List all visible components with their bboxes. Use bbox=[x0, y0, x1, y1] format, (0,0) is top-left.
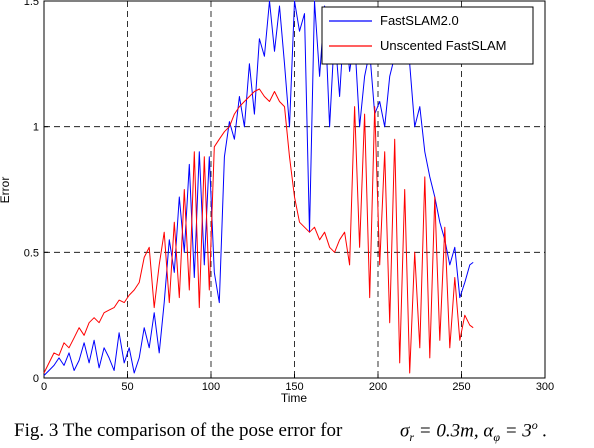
x-axis-label: Time bbox=[281, 391, 308, 405]
x-axis-ticks: 0 50 100 150 200 250 300 bbox=[41, 374, 554, 393]
sigma-symbol: σ bbox=[400, 420, 410, 442]
x-tick-label: 300 bbox=[536, 381, 554, 393]
caption-text: Fig. 3 The comparison of the pose error … bbox=[14, 420, 343, 441]
legend-box bbox=[321, 6, 534, 65]
alpha-subscript: φ bbox=[493, 430, 500, 445]
chart-svg: 0 50 100 150 200 250 300 0 0.5 1 1.5 Time Error F… bbox=[0, 0, 554, 405]
alpha-superscript: o bbox=[531, 418, 538, 432]
y-tick-label: 1 bbox=[33, 122, 39, 134]
sigma-subscript: r bbox=[409, 430, 415, 445]
figure-caption: Fig. 3 The comparison of the pose error … bbox=[0, 408, 594, 448]
legend: FastSLAM2.0 Unscented FastSLAM bbox=[321, 6, 534, 65]
caption-separator: , bbox=[473, 420, 479, 442]
y-tick-label: 0 bbox=[33, 373, 39, 385]
sigma-value: = 0.3m bbox=[418, 420, 474, 442]
x-tick-label: 100 bbox=[202, 381, 220, 393]
x-tick-label: 250 bbox=[452, 381, 470, 393]
x-tick-label: 50 bbox=[121, 381, 133, 393]
caption-formula: σr = 0.3m, αφ = 3o . bbox=[400, 418, 547, 445]
x-tick-label: 200 bbox=[369, 381, 387, 393]
y-tick-label: 1.5 bbox=[24, 0, 39, 8]
x-tick-label: 0 bbox=[41, 381, 47, 393]
alpha-value: = 3 bbox=[504, 420, 532, 442]
y-tick-label: 0.5 bbox=[24, 247, 39, 259]
y-axis-ticks: 0 0.5 1 1.5 bbox=[24, 0, 48, 385]
alpha-symbol: α bbox=[483, 420, 494, 442]
y-axis-label: Error bbox=[0, 177, 12, 204]
caption-end: . bbox=[542, 420, 548, 442]
legend-label-unscented: Unscented FastSLAM bbox=[380, 38, 506, 53]
x-tick-label: 150 bbox=[285, 381, 303, 393]
legend-label-fastslam: FastSLAM2.0 bbox=[380, 13, 459, 28]
unscented-fastslam-line bbox=[43, 88, 474, 374]
